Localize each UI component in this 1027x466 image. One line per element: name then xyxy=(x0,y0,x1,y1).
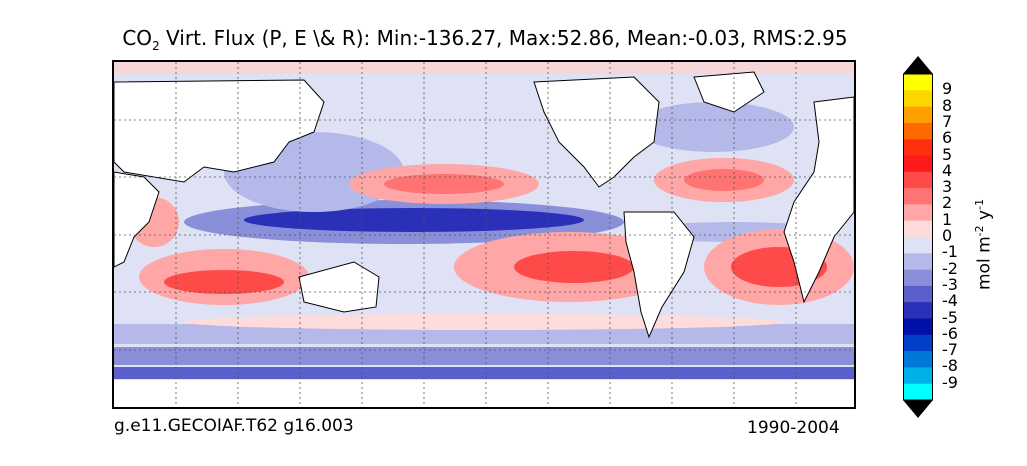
colorbar-segment xyxy=(903,351,933,368)
colorbar-tick-label: 8 xyxy=(942,95,953,115)
colorbar-segment xyxy=(903,334,933,352)
southern-band-2 xyxy=(114,347,854,365)
colorbar-tick-label: -4 xyxy=(942,291,958,311)
colorbar-tick-label: 0 xyxy=(942,226,953,245)
south-pacific-pos-core xyxy=(514,251,634,283)
north-pacific-pos-core xyxy=(384,174,504,194)
colorbar-segment xyxy=(903,155,933,173)
colorbar-segment xyxy=(903,302,933,319)
colorbar-tick-label: 2 xyxy=(942,193,953,213)
run-label: g.e11.GECOIAF.T62 g16.003 xyxy=(114,416,354,436)
antarctica xyxy=(114,380,854,407)
colorbar-outline xyxy=(903,73,933,401)
colorbar-tick-label: -9 xyxy=(942,372,958,392)
colorbar-tick-label: 7 xyxy=(942,111,953,131)
title-text: Virt. Flux (P, E \& R): Min:-136.27, Max… xyxy=(159,26,848,50)
arctic-band xyxy=(114,62,854,74)
australia xyxy=(298,261,380,313)
eurasia xyxy=(114,79,325,183)
unit-exp-1: -2 xyxy=(973,225,986,237)
colorbar-tick-label: 4 xyxy=(942,160,953,180)
southern-band-3 xyxy=(114,367,854,379)
colorbar xyxy=(903,56,933,418)
tropical-pacific-core xyxy=(244,208,584,232)
unit-text: mol m xyxy=(974,236,995,290)
colorbar-tick-label: -7 xyxy=(942,340,958,360)
graticule xyxy=(114,62,854,407)
north-atlantic-neg xyxy=(634,102,794,152)
colorbar-tick-label: 9 xyxy=(942,79,953,99)
colorbar-tick-label: -2 xyxy=(942,258,958,278)
colorbar-segment xyxy=(903,318,933,336)
colorbar-segment xyxy=(903,220,933,238)
colorbar-tick-label: -3 xyxy=(942,274,958,294)
colorbar-segment xyxy=(903,253,933,271)
title-co: CO xyxy=(122,26,153,50)
colorbar-segment xyxy=(903,367,933,385)
colorbar-segment xyxy=(903,90,933,108)
colorbar-tick-label: -8 xyxy=(942,356,958,376)
land-masses xyxy=(114,71,854,339)
colorbar-tick-label: 6 xyxy=(942,128,953,148)
unit-mid: y xyxy=(974,209,995,226)
title-subscript: 2 xyxy=(152,39,160,53)
south-america xyxy=(623,211,695,339)
colorbar-tick-label: 5 xyxy=(942,144,953,164)
colorbar-segment xyxy=(903,383,933,401)
colorbar-segment xyxy=(903,106,933,124)
map-canvas xyxy=(114,62,854,407)
colorbar-tick-label: -1 xyxy=(942,242,958,262)
map-title: CO2 Virt. Flux (P, E \& R): Min:-136.27,… xyxy=(0,26,970,53)
southern-pos-streak xyxy=(184,314,784,330)
north-atlantic-pos-core xyxy=(684,169,764,191)
colorbar-tick-label: 1 xyxy=(942,209,953,229)
world-flux-map xyxy=(112,60,856,409)
colorbar-segment xyxy=(903,122,933,140)
colorbar-segment xyxy=(903,269,933,287)
colorbar-unit-label: mol m-2 y-1 xyxy=(973,199,995,290)
colorbar-segment xyxy=(903,204,933,222)
colorbar-tick-label: -6 xyxy=(942,323,958,343)
colorbar-segment xyxy=(903,285,933,303)
greenland xyxy=(693,71,765,113)
colorbar-segment xyxy=(903,188,933,205)
colorbar-segment xyxy=(903,171,933,189)
colorbar-segment xyxy=(903,237,933,254)
africa-east xyxy=(114,171,160,268)
colorbar-top-extend xyxy=(903,56,933,74)
colorbar-tick-label: 3 xyxy=(942,177,953,197)
unit-exp-2: -1 xyxy=(973,198,986,210)
period-label: 1990-2004 xyxy=(747,418,840,438)
colorbar-bottom-extend xyxy=(903,400,933,418)
colorbar-segment xyxy=(903,139,933,156)
indian-ocean-pos-core xyxy=(164,270,284,294)
southern-band xyxy=(114,324,854,344)
africa-west xyxy=(783,96,854,304)
colorbar-tick-label: -5 xyxy=(942,307,958,327)
colorbar-segment xyxy=(903,74,933,91)
